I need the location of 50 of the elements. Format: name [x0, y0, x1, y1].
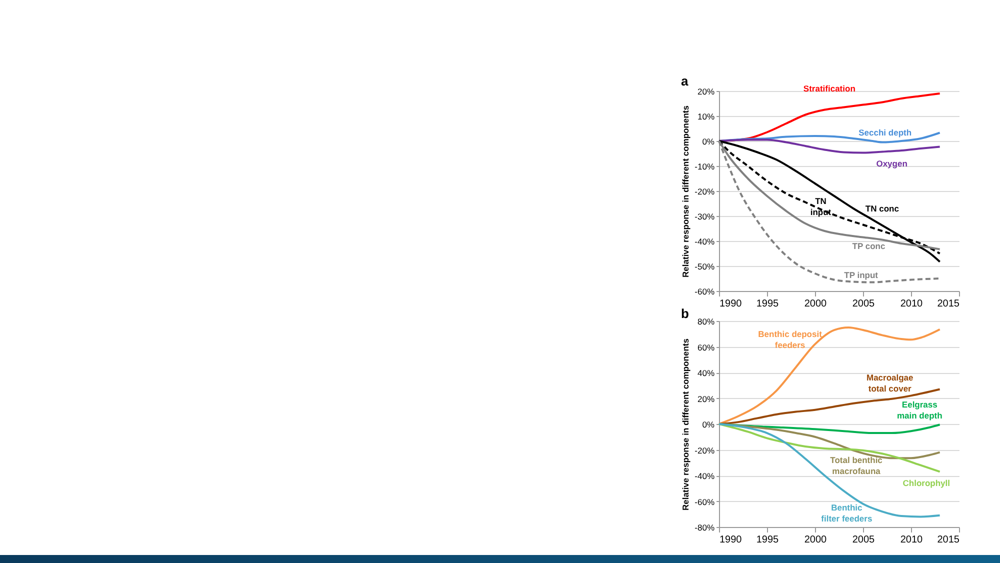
y-tick-label: 20% — [697, 86, 715, 96]
y-tick-label: -40% — [694, 236, 715, 246]
y-tick-label: 10% — [697, 112, 715, 122]
series-label: TP input — [844, 270, 878, 280]
x-tick-label: 1990 — [720, 534, 742, 546]
series-label: Benthic deposit feeders — [758, 328, 822, 350]
y-axis-title: Relative response in different components — [680, 105, 691, 278]
y-tick-label: 0% — [702, 136, 715, 146]
x-tick-label: 2000 — [804, 298, 828, 310]
y-tick-label: 0% — [702, 420, 715, 430]
x-tick-label: 2010 — [900, 298, 924, 310]
y-tick-label: 40% — [697, 368, 715, 378]
x-tick-label: 1995 — [756, 534, 780, 546]
x-tick-label: 2005 — [852, 298, 876, 310]
series-label: Chlorophyll — [902, 478, 950, 488]
x-tick-label: 2000 — [804, 534, 828, 546]
y-tick-label: -60% — [694, 286, 715, 296]
chart-title: a — [681, 74, 689, 88]
series-label: Secchi depth — [858, 127, 912, 138]
chart-title: b — [681, 306, 689, 321]
x-tick-label: 2005 — [852, 534, 876, 546]
y-tick-label: -30% — [694, 212, 715, 222]
x-tick-label: 2015 — [937, 298, 960, 310]
y-tick-label: -50% — [694, 262, 715, 272]
y-tick-label: -20% — [694, 186, 715, 196]
y-tick-label: -10% — [694, 162, 715, 172]
x-tick-label: 2015 — [937, 534, 960, 546]
series-label: TN input — [810, 196, 832, 217]
series-label: Oxygen — [876, 158, 908, 168]
line-series — [718, 138, 941, 154]
y-tick-label: 80% — [697, 316, 715, 326]
x-tick-label: 1995 — [756, 298, 780, 310]
series-label: Macroalgae total cover — [866, 372, 914, 394]
series-label: TN conc — [865, 204, 900, 214]
y-tick-label: -20% — [694, 445, 715, 456]
line-series — [718, 326, 941, 425]
y-tick-label: 60% — [697, 342, 715, 352]
y-tick-label: -40% — [694, 471, 715, 481]
series-label: TP conc — [852, 241, 886, 251]
y-tick-label: 20% — [697, 394, 715, 404]
y-tick-label: -60% — [694, 496, 715, 507]
series-label: Total benthic macrofauna — [830, 455, 883, 476]
y-axis-title: Relative response in different components — [680, 338, 691, 510]
line-series — [718, 423, 941, 473]
series-label: Stratification — [803, 84, 856, 94]
y-tick-label: -80% — [694, 522, 715, 532]
series-label: Benthic filter feeders — [821, 502, 872, 524]
x-tick-label: 2010 — [900, 534, 924, 546]
x-tick-label: 1990 — [720, 298, 742, 310]
series-label: Eelgrass main depth — [896, 400, 942, 421]
